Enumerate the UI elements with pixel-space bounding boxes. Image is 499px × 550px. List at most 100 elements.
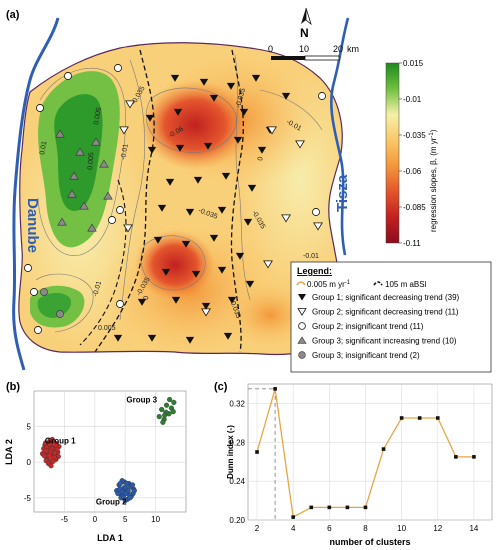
- station-group1-decreasing: [147, 334, 157, 342]
- station-group1-decreasing: [257, 146, 267, 154]
- lda-point: [51, 454, 57, 460]
- lda-point: [131, 488, 137, 494]
- legend-item-label: Group 1; significant decreasing trend (3…: [312, 293, 460, 302]
- legend-symbol: [298, 322, 306, 330]
- lda-ytick-label: -5: [24, 494, 32, 503]
- dunn-point: [435, 416, 440, 420]
- station-group2-insignificant: [24, 264, 32, 272]
- dunn-ylabel: Dunn index (-): [226, 425, 235, 479]
- dunn-ytick-label: 0.28: [229, 438, 245, 447]
- legend-contour-label: 0.005 m yr-1: [307, 280, 351, 289]
- station-group1-decreasing: [203, 142, 213, 150]
- panel-a: (a): [6, 7, 492, 373]
- station-group1-decreasing: [145, 114, 155, 122]
- station-group2-insignificant: [34, 326, 42, 334]
- lda-ylabel: LDA 2: [4, 439, 14, 465]
- station-group1-decreasing: [233, 136, 243, 144]
- dunn-xtick-label: 8: [363, 524, 368, 533]
- station-group2-decreasing: [281, 214, 291, 223]
- station-group1-decreasing: [209, 234, 219, 242]
- station-group2-decreasing: [313, 222, 323, 231]
- contour-label: 0.005: [87, 152, 96, 170]
- lda-xtick-label: 0: [93, 515, 98, 524]
- danube-river: [12, 17, 60, 371]
- dunn-ytick-label: 0.24: [229, 477, 245, 486]
- station-group3-increasing: [55, 129, 65, 138]
- station-group3-increasing: [91, 137, 101, 146]
- station-group2-decreasing: [295, 140, 305, 149]
- lda-point: [171, 399, 177, 405]
- dunn-point: [309, 505, 314, 510]
- station-group2-decreasing: [119, 126, 129, 135]
- station-group2-insignificant: [116, 206, 124, 214]
- colorbar-bar: [385, 62, 400, 244]
- station-group2-decreasing: [267, 126, 277, 135]
- dunn-point: [255, 450, 259, 454]
- colorbar-ticks: 0.015 -0.01 -0.035 -0.06 -0.085 -0.11: [399, 59, 426, 248]
- dunn-ytick-label: 0.32: [229, 399, 245, 408]
- lda-group-label: Group 2: [96, 498, 127, 507]
- lda-point: [47, 441, 53, 447]
- dunn-point: [291, 515, 295, 519]
- dunn-xtick-label: 6: [327, 524, 332, 533]
- scale-tick-20: 20: [333, 44, 343, 54]
- scale-tick-10: 10: [299, 44, 309, 54]
- lda-point: [49, 436, 55, 443]
- colorbar-tick-label: -0.06: [403, 167, 422, 176]
- station-group1-decreasing: [247, 184, 257, 192]
- lda-ytick-label: 0: [27, 458, 32, 467]
- danube-label: Danube: [24, 198, 41, 253]
- lda-point: [162, 412, 168, 418]
- lda-point: [166, 396, 173, 403]
- station-group1-decreasing: [193, 176, 203, 184]
- station-group1-decreasing: [217, 206, 227, 214]
- dunn-point: [273, 387, 277, 391]
- station-group2-insignificant: [108, 216, 116, 224]
- lda-group-label: Group 1: [45, 437, 76, 446]
- lda-xtick-label: 5: [123, 515, 128, 524]
- lda-point: [41, 453, 47, 459]
- contour-label: -0.01: [120, 143, 130, 160]
- legend-dashed-line: [373, 281, 383, 286]
- colorbar-tick-label: -0.085: [403, 203, 426, 212]
- tisza-river: [330, 17, 350, 256]
- station-group2-insignificant: [114, 64, 122, 72]
- station-group3-increasing: [103, 191, 113, 200]
- station-group2-decreasing: [123, 224, 133, 233]
- station-group1-decreasing: [235, 252, 245, 260]
- station-group1-decreasing: [199, 78, 209, 86]
- station-group1-decreasing: [173, 108, 183, 116]
- station-group1-decreasing: [185, 336, 195, 344]
- colorbar: 0.015 -0.01 -0.035 -0.06 -0.085 -0.11 regress…: [385, 59, 438, 248]
- station-group1-decreasing: [171, 296, 181, 304]
- dunn-xtick-label: 14: [469, 524, 478, 533]
- lda-point: [117, 480, 123, 487]
- lda-point: [43, 448, 49, 454]
- panel-c-label: (c): [214, 381, 228, 393]
- contour-label: 0: [257, 156, 265, 161]
- dunn-point: [454, 455, 458, 459]
- lda-point: [159, 406, 165, 413]
- dunn-ytick-label: 0.20: [229, 516, 245, 525]
- colorbar-tick-label: 0.015: [403, 59, 424, 68]
- lda-grid: [34, 391, 186, 512]
- station-group2-insignificant: [312, 208, 320, 216]
- lda-point: [122, 498, 128, 504]
- station-group2-decreasing: [201, 308, 211, 317]
- lda-point: [123, 490, 129, 497]
- station-group3-increasing: [75, 147, 85, 156]
- colorbar-label: regression slopes, β, (m yr-1): [429, 129, 438, 232]
- lda-ytick-label: 5: [27, 423, 32, 432]
- station-group1-decreasing: [239, 108, 249, 116]
- legend-dashed-label: 105 m aBSl: [385, 280, 427, 289]
- lda-point: [52, 450, 58, 456]
- station-group2-insignificant: [116, 300, 124, 308]
- lda-xlabel: LDA 1: [97, 533, 123, 543]
- lda-point: [163, 402, 170, 408]
- station-group1-decreasing: [201, 302, 211, 310]
- lda-point: [50, 458, 56, 465]
- station-group1-decreasing: [157, 204, 167, 212]
- station-group3-increasing: [67, 189, 77, 198]
- north-label: N: [300, 26, 309, 40]
